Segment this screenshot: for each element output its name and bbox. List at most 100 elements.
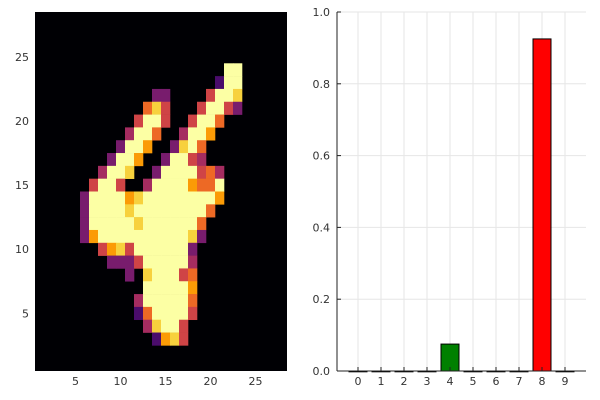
- heatmap-cell: [170, 281, 180, 295]
- heatmap-cell: [152, 178, 162, 192]
- heatmap-cell: [215, 178, 225, 192]
- heatmap-cell: [170, 332, 180, 346]
- heatmap-cell: [107, 242, 117, 256]
- heatmap-cell: [188, 242, 198, 256]
- heatmap-cell: [215, 101, 225, 115]
- heatmap-cell: [161, 332, 171, 346]
- heatmap-cell: [170, 191, 180, 205]
- heatmap-cell: [161, 306, 171, 321]
- heatmap-cell: [143, 217, 153, 231]
- heatmap-cell: [143, 255, 153, 269]
- heatmap-cell: [188, 191, 198, 205]
- heatmap-cell: [197, 153, 207, 167]
- heatmap-cell: [233, 76, 243, 90]
- heatmap-cell: [98, 204, 108, 218]
- heatmap-cell: [233, 63, 243, 77]
- bar-y-tick-label: 1.0: [313, 6, 331, 19]
- heatmap-cell: [170, 306, 180, 321]
- heatmap-cell: [134, 153, 144, 167]
- bar-y-tick-label: 0.8: [313, 78, 331, 91]
- heatmap-cell: [152, 242, 162, 256]
- heatmap-cell: [179, 319, 189, 333]
- heatmap-cell: [170, 140, 180, 154]
- heatmap-cell: [98, 165, 108, 179]
- heatmap-cell: [152, 217, 162, 231]
- heatmap-cell: [125, 255, 135, 269]
- heatmap-cell: [98, 217, 108, 231]
- heatmap-cell: [107, 191, 117, 205]
- heatmap-cell: [125, 242, 135, 256]
- heatmap-cell: [215, 88, 225, 103]
- heatmap-cell: [107, 217, 117, 231]
- heatmap-cell: [152, 88, 162, 103]
- bar-x-tick-label: 0: [355, 375, 362, 388]
- heatmap-cell: [161, 165, 171, 179]
- bar-mark: [440, 343, 460, 372]
- bar-x-tick-label: 9: [562, 375, 569, 388]
- heatmap-cell: [80, 229, 90, 244]
- heatmap-cell: [224, 101, 234, 115]
- heatmap-y-tick-label: 15: [15, 179, 29, 192]
- heatmap-cell: [161, 281, 171, 295]
- heatmap-cell: [170, 229, 180, 244]
- bar-x-tick-label: 7: [516, 375, 523, 388]
- heatmap-cell: [161, 242, 171, 256]
- heatmap-cell: [116, 191, 126, 205]
- heatmap-cell: [143, 268, 153, 282]
- heatmap-cell: [188, 140, 198, 154]
- heatmap-cell: [125, 204, 135, 218]
- heatmap-cell: [170, 153, 180, 167]
- heatmap-cell: [134, 140, 144, 154]
- heatmap-cell: [206, 191, 216, 205]
- heatmap-cell: [152, 319, 162, 333]
- heatmap-cell: [179, 268, 189, 282]
- heatmap-cell: [188, 178, 198, 192]
- heatmap-cell: [233, 101, 243, 115]
- heatmap-cell: [179, 255, 189, 269]
- heatmap-cell: [161, 88, 171, 103]
- bar-x-tick-label: 5: [470, 375, 477, 388]
- heatmap-x-tick-label: 10: [114, 375, 128, 388]
- heatmap-cell: [161, 153, 171, 167]
- heatmap-cell: [215, 114, 225, 128]
- heatmap-cell: [188, 255, 198, 269]
- heatmap-cell: [224, 88, 234, 103]
- heatmap-cell: [188, 114, 198, 128]
- bar-series: [348, 38, 575, 373]
- heatmap-x-tick-label: 25: [249, 375, 263, 388]
- heatmap-y-tick-label: 5: [22, 307, 29, 320]
- heatmap-cell: [152, 229, 162, 244]
- heatmap-cell: [161, 217, 171, 231]
- heatmap-cell: [188, 268, 198, 282]
- heatmap-cell: [170, 294, 180, 308]
- heatmap-cell: [143, 294, 153, 308]
- heatmap-cell: [107, 204, 117, 218]
- heatmap-cell: [143, 242, 153, 256]
- heatmap-cell: [170, 268, 180, 282]
- heatmap-cell: [107, 165, 117, 179]
- heatmap-cell: [143, 204, 153, 218]
- heatmap-cell: [125, 268, 135, 282]
- heatmap-cell: [188, 153, 198, 167]
- heatmap-cell: [233, 88, 243, 103]
- bar-x-tick-label: 4: [447, 375, 454, 388]
- heatmap-cell: [170, 165, 180, 179]
- heatmap-cell: [170, 178, 180, 192]
- heatmap-cell: [161, 268, 171, 282]
- heatmap-cell: [179, 242, 189, 256]
- heatmap-cell: [206, 88, 216, 103]
- heatmap-cell: [134, 191, 144, 205]
- heatmap-cell: [179, 217, 189, 231]
- heatmap-x-tick-label: 15: [159, 375, 173, 388]
- heatmap-cell: [152, 191, 162, 205]
- heatmap-cell: [134, 229, 144, 244]
- heatmap-cell: [80, 204, 90, 218]
- heatmap-cell: [134, 204, 144, 218]
- heatmap-cell: [125, 140, 135, 154]
- heatmap-cell: [116, 178, 126, 192]
- heatmap-cell: [161, 229, 171, 244]
- heatmap-cell: [125, 191, 135, 205]
- heatmap-cell: [152, 332, 162, 346]
- heatmap-cell: [89, 191, 99, 205]
